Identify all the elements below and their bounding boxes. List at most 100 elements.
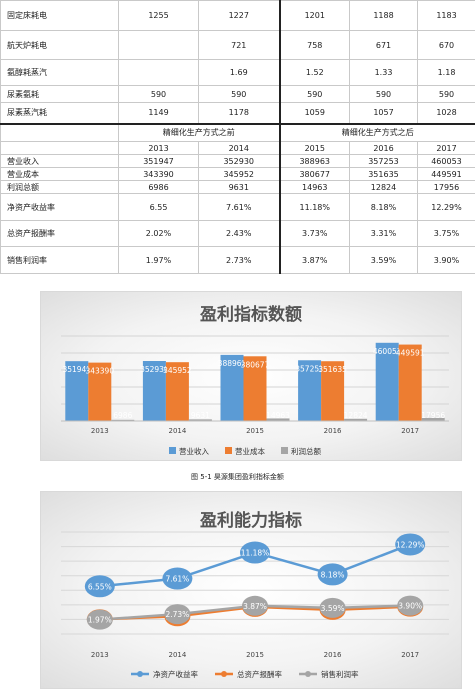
data-point-销售利润率 bbox=[242, 595, 268, 616]
row-value: 6986 bbox=[118, 180, 199, 194]
row-value: 12.29% bbox=[417, 193, 475, 221]
year-cell: 2017 bbox=[417, 141, 475, 155]
point-data-label: 7.61% bbox=[165, 575, 189, 584]
table-row: 固定床耗电 1255 1227 1201 1188 1183 bbox=[0, 0, 475, 31]
header-before: 精细化生产方式之前 bbox=[118, 122, 281, 142]
point-data-label: 12.29% bbox=[396, 540, 425, 549]
row-label: 营业成本 bbox=[0, 167, 119, 181]
bar-data-label: 14963 bbox=[266, 411, 290, 420]
row-value: 345952 bbox=[198, 167, 281, 181]
row-label: 固定床耗电 bbox=[0, 0, 119, 31]
bar-data-label: 343390 bbox=[85, 367, 114, 376]
table-row: 销售利润率 1.97% 2.73% 3.87% 3.59% 3.90% bbox=[0, 246, 475, 274]
bar-利润总额 bbox=[421, 417, 445, 421]
point-data-label: 11.18% bbox=[241, 549, 270, 558]
row-value: 758 bbox=[279, 30, 350, 60]
bar-营业收入 bbox=[298, 360, 322, 421]
x-tick-label: 2015 bbox=[246, 427, 264, 435]
legend-label: 净资产收益率 bbox=[153, 669, 198, 679]
row-value: 6.55 bbox=[118, 193, 199, 221]
point-data-label: 1.97% bbox=[88, 616, 112, 625]
data-point-销售利润率 bbox=[164, 604, 191, 625]
bar-营业成本 bbox=[398, 344, 422, 421]
bar-利润总额 bbox=[344, 418, 368, 421]
point-data-label: 3.90% bbox=[398, 602, 422, 611]
bar-营业收入 bbox=[220, 354, 244, 421]
year-cell: 2015 bbox=[279, 141, 350, 155]
row-value: 590 bbox=[417, 85, 475, 103]
row-value: 1.97% bbox=[118, 246, 199, 274]
bar-data-label: 6986 bbox=[113, 411, 132, 420]
data-point-销售利润率 bbox=[397, 595, 424, 616]
row-label: 营业收入 bbox=[0, 154, 119, 168]
row-value: 3.90% bbox=[417, 246, 475, 274]
x-tick-label: 2013 bbox=[91, 427, 109, 435]
row-value: 671 bbox=[349, 30, 418, 60]
data-point-净资产收益率 bbox=[84, 575, 115, 598]
figure-caption: 图 5-1 昊源集团盈利指标金额 bbox=[191, 473, 284, 481]
data-point-净资产收益率 bbox=[240, 541, 270, 564]
legend-swatch bbox=[225, 447, 232, 454]
bar-data-label: 388963 bbox=[218, 359, 247, 368]
point-data-label: 6.55% bbox=[88, 582, 112, 591]
bar-营业成本 bbox=[88, 362, 112, 421]
x-tick-label: 2014 bbox=[168, 651, 186, 659]
row-label: 利润总额 bbox=[0, 180, 119, 194]
legend-marker bbox=[137, 671, 143, 677]
row-value: 351635 bbox=[349, 167, 418, 181]
bar-data-label: 357253 bbox=[295, 364, 324, 373]
bar-营业收入 bbox=[142, 361, 166, 421]
row-value: 380677 bbox=[279, 167, 350, 181]
bar-营业成本 bbox=[243, 356, 267, 421]
header-after: 精细化生产方式之后 bbox=[279, 122, 475, 142]
corner-cell bbox=[0, 141, 119, 155]
row-value: 9631 bbox=[198, 180, 281, 194]
row-value: 1183 bbox=[417, 0, 475, 31]
row-value: 2.02% bbox=[118, 220, 199, 247]
bar-营业收入 bbox=[375, 342, 399, 421]
row-value: 2.73% bbox=[198, 246, 281, 274]
table-row: 净资产收益率 6.55 7.61% 11.18% 8.18% 12.29% bbox=[0, 193, 475, 221]
bar-data-label: 12824 bbox=[344, 411, 368, 420]
year-cell: 2014 bbox=[198, 141, 281, 155]
row-value: 3.87% bbox=[279, 246, 350, 274]
x-tick-label: 2016 bbox=[324, 651, 342, 659]
row-value: 3.31% bbox=[349, 220, 418, 247]
table-row: 尿素蒸汽耗 1149 1178 1059 1057 1028 bbox=[0, 102, 475, 124]
row-value: 1.69 bbox=[198, 59, 281, 86]
legend-label: 总资产报酬率 bbox=[237, 669, 282, 679]
data-point-销售利润率 bbox=[86, 609, 113, 630]
row-value: 3.59% bbox=[349, 246, 418, 274]
row-label: 净资产收益率 bbox=[0, 193, 119, 221]
row-value: 670 bbox=[417, 30, 475, 60]
point-data-label: 8.18% bbox=[321, 570, 345, 579]
corner-cell bbox=[0, 122, 119, 142]
row-label: 销售利润率 bbox=[0, 246, 119, 274]
year-cell: 2013 bbox=[118, 141, 199, 155]
x-tick-label: 2017 bbox=[401, 651, 419, 659]
row-value: 8.18% bbox=[349, 193, 418, 221]
row-label: 航天炉耗电 bbox=[0, 30, 119, 60]
bar-data-label: 345952 bbox=[163, 366, 192, 375]
row-value: 1.18 bbox=[417, 59, 475, 86]
data-point-销售利润率 bbox=[319, 597, 346, 618]
point-data-label: 3.59% bbox=[321, 604, 345, 613]
table-row: 总资产报酬率 2.02% 2.43% 3.73% 3.31% 3.75% bbox=[0, 220, 475, 247]
bar-data-label: 380677 bbox=[241, 360, 270, 369]
row-value: 14963 bbox=[279, 180, 350, 194]
row-value bbox=[118, 30, 199, 60]
legend-swatch bbox=[281, 447, 288, 454]
table-row: 营业成本 343390 345952 380677 351635 449591 bbox=[0, 167, 475, 181]
row-value: 2.43% bbox=[198, 220, 281, 247]
line-chart: 2013 2014 2015 2016 2017 6.55% 7.61% 11.18% 8.18… bbox=[61, 531, 449, 679]
bar-利润总额 bbox=[111, 419, 135, 421]
table-row: 氨醇耗蒸汽 1.69 1.52 1.33 1.18 bbox=[0, 59, 475, 86]
row-value bbox=[118, 59, 199, 86]
row-value: 357253 bbox=[349, 154, 418, 168]
x-tick-label: 2015 bbox=[246, 651, 264, 659]
bar-利润总额 bbox=[266, 418, 290, 421]
row-label: 氨醇耗蒸汽 bbox=[0, 59, 119, 86]
row-label: 尿素氨耗 bbox=[0, 85, 119, 103]
row-value: 1149 bbox=[118, 102, 199, 124]
